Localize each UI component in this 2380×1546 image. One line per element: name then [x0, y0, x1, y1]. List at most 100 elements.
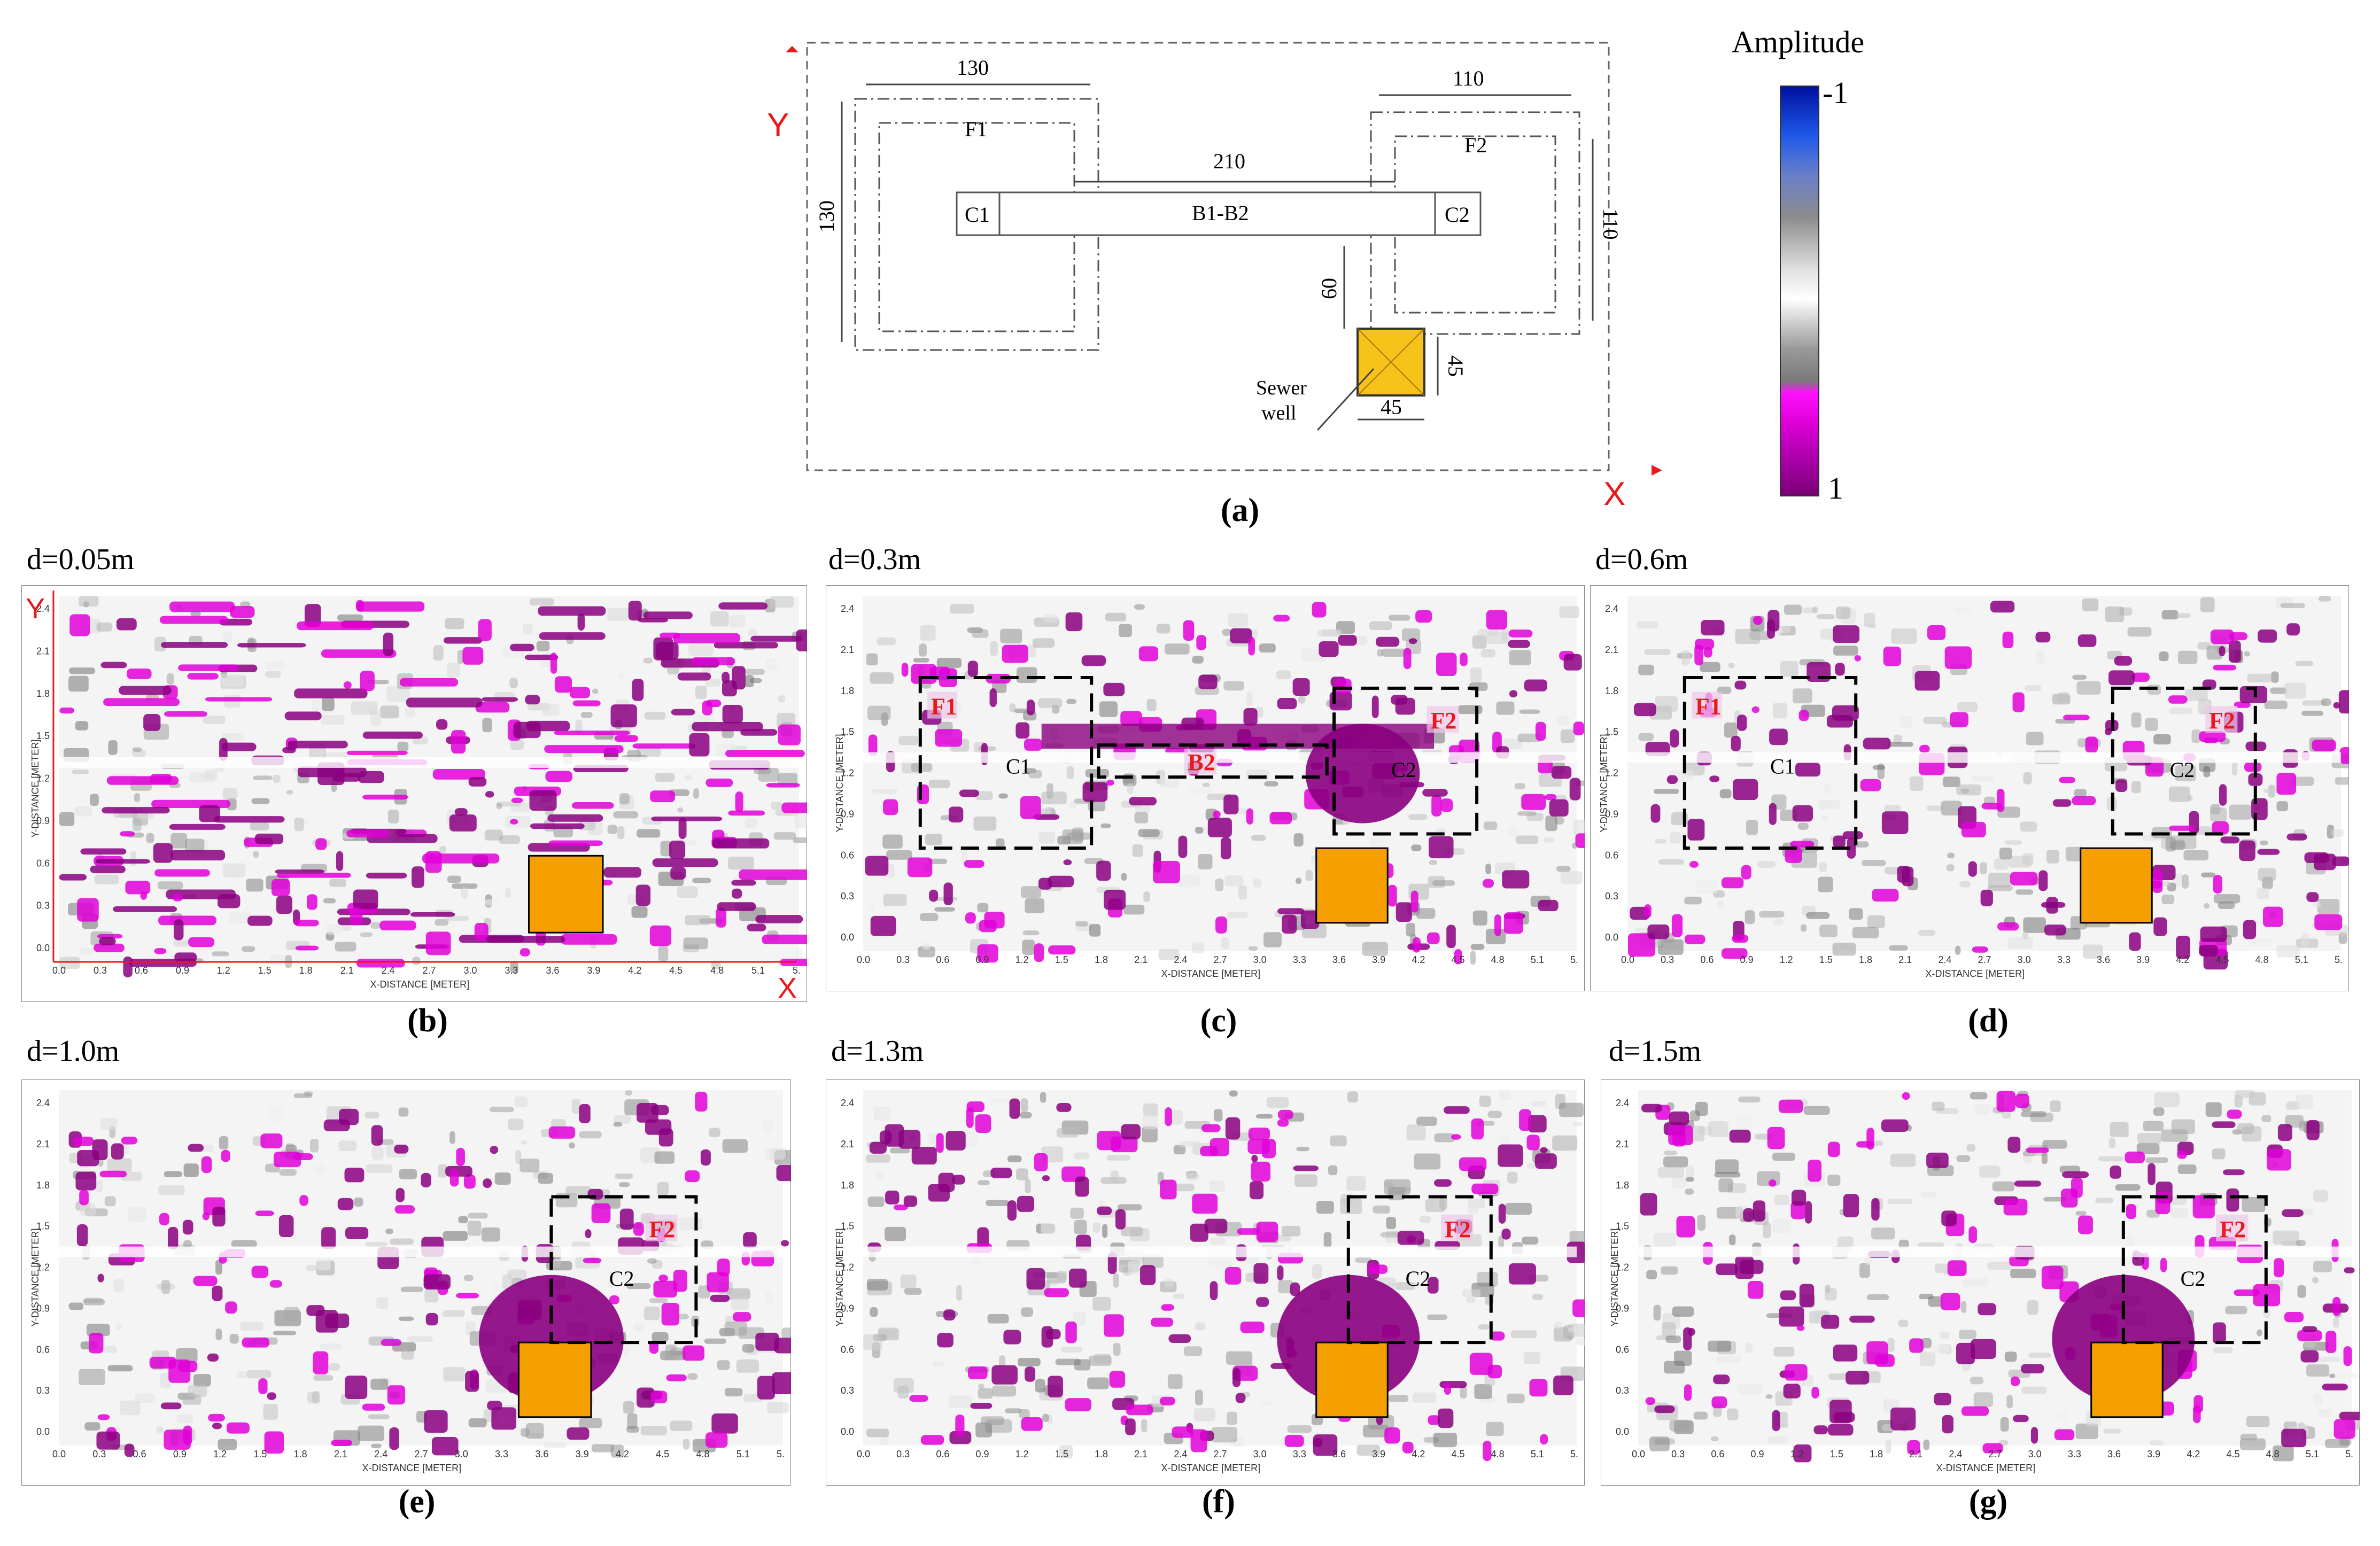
amplitude-gray [1663, 1156, 1688, 1168]
amplitude-gray [2046, 850, 2059, 864]
amplitude-anomaly [2244, 762, 2262, 772]
amplitude-anomaly [945, 1131, 966, 1151]
amplitude-anomaly [683, 1345, 704, 1361]
amplitude-gray [2276, 801, 2289, 812]
amplitude-gray [496, 802, 502, 810]
amplitude-gray [1356, 1444, 1381, 1456]
amplitude-gray [502, 1275, 513, 1289]
amplitude-anomaly [1703, 647, 1712, 658]
amplitude-gray [156, 1426, 164, 1433]
amplitude-anomaly [79, 1190, 89, 1206]
amplitude-gray [1016, 1168, 1029, 1180]
amplitude-anomaly [1293, 1166, 1319, 1171]
amplitude-anomaly [1769, 728, 1788, 745]
amplitude-anomaly [1376, 636, 1400, 647]
amplitude-anomaly [1065, 612, 1083, 632]
amplitude-anomaly [1165, 748, 1189, 754]
amplitude-anomaly [1065, 1398, 1091, 1412]
amplitude-anomaly [188, 937, 215, 947]
amplitude-anomaly [1785, 847, 1802, 863]
amplitude-gray [146, 833, 154, 843]
amplitude-gray [913, 657, 929, 663]
amplitude-gray [1062, 829, 1083, 844]
amplitude-anomaly [619, 1208, 634, 1230]
amplitude-gray [1928, 1296, 1943, 1307]
amplitude-gray [1146, 699, 1157, 711]
x-tick-label: 2.1 [1909, 1449, 1922, 1459]
amplitude-anomaly [2026, 1147, 2049, 1153]
amplitude-gray [79, 1369, 105, 1385]
amplitude-gray [1021, 886, 1042, 898]
amplitude-gray [866, 1428, 889, 1438]
amplitude-gray [96, 1180, 103, 1193]
amplitude-anomaly [1785, 1364, 1808, 1381]
amplitude-anomaly [1428, 1415, 1440, 1425]
amplitude-anomaly [632, 679, 644, 701]
amplitude-anomaly [1847, 837, 1856, 859]
amplitude-anomaly [1683, 1327, 1692, 1351]
amplitude-gray [770, 596, 794, 608]
amplitude-anomaly [167, 1227, 179, 1249]
amplitude-anomaly [1063, 859, 1072, 866]
amplitude-gray [134, 1393, 156, 1403]
amplitude-gray [492, 1283, 503, 1295]
amplitude-anomaly [1534, 1153, 1557, 1169]
depth-label-e: d=1.0m [27, 1035, 120, 1068]
amplitude-anomaly [1391, 695, 1408, 705]
amplitude-anomaly [2281, 1428, 2307, 1448]
amplitude-gray [1210, 1237, 1226, 1245]
caption-d: (d) [1968, 1003, 2009, 1039]
amplitude-anomaly [2304, 852, 2329, 863]
amplitude-gray [223, 631, 232, 643]
amplitude-anomaly [677, 672, 711, 681]
amplitude-gray [240, 601, 251, 608]
amplitude-anomaly [396, 1187, 405, 1202]
amplitude-anomaly [1290, 1282, 1300, 1296]
amplitude-gray [2321, 698, 2331, 706]
amplitude-gray [1000, 628, 1022, 643]
amplitude-anomaly [2054, 1429, 2075, 1441]
amplitude-anomaly [937, 1333, 953, 1348]
amplitude-gray [1205, 809, 1218, 821]
amplitude-gray [1278, 1280, 1293, 1294]
amplitude-gray [1812, 606, 1818, 613]
amplitude-gray [316, 1258, 331, 1271]
y-tick-label: 1.8 [36, 688, 50, 699]
amplitude-anomaly [2152, 869, 2163, 893]
amplitude-gray [1636, 621, 1658, 629]
amplitude-gray [2175, 765, 2196, 781]
amplitude-anomaly [297, 766, 367, 778]
amplitude-gray [241, 946, 255, 952]
x-tick-label: 3.3 [2057, 954, 2071, 965]
amplitude-gray [263, 1403, 278, 1420]
amplitude-gray [1192, 656, 1204, 664]
amplitude-gray [1193, 1408, 1215, 1421]
amplitude-gray [729, 615, 746, 628]
amplitude-gray [1069, 801, 1077, 809]
amplitude-gray [962, 1131, 978, 1147]
amplitude-anomaly [1950, 712, 1968, 727]
amplitude-anomaly [1650, 804, 1661, 823]
amplitude-anomaly [938, 1172, 955, 1192]
c1-label: C1 [1770, 755, 1795, 779]
amplitude-gray [2205, 1102, 2222, 1117]
amplitude-anomaly [989, 688, 997, 708]
amplitude-gray [164, 1171, 183, 1178]
amplitude-gray [607, 1279, 614, 1288]
amplitude-anomaly [1397, 1231, 1424, 1245]
amplitude-anomaly [1968, 1226, 1977, 1244]
amplitude-gray [722, 1139, 748, 1153]
amplitude-anomaly [1846, 1371, 1870, 1385]
amplitude-gray [950, 604, 974, 614]
amplitude-gray [104, 1346, 117, 1353]
amplitude-gray [1470, 667, 1482, 682]
amplitude-anomaly [1402, 1441, 1414, 1454]
amplitude-anomaly [865, 856, 889, 876]
amplitude-anomaly [929, 889, 939, 902]
amplitude-gray [765, 1291, 774, 1303]
x-tick-label: 3.0 [2018, 954, 2031, 965]
amplitude-gray [2023, 772, 2032, 784]
amplitude-anomaly [572, 700, 601, 706]
x-tick-label: 3.6 [1332, 954, 1346, 965]
amplitude-anomaly [2219, 784, 2227, 806]
